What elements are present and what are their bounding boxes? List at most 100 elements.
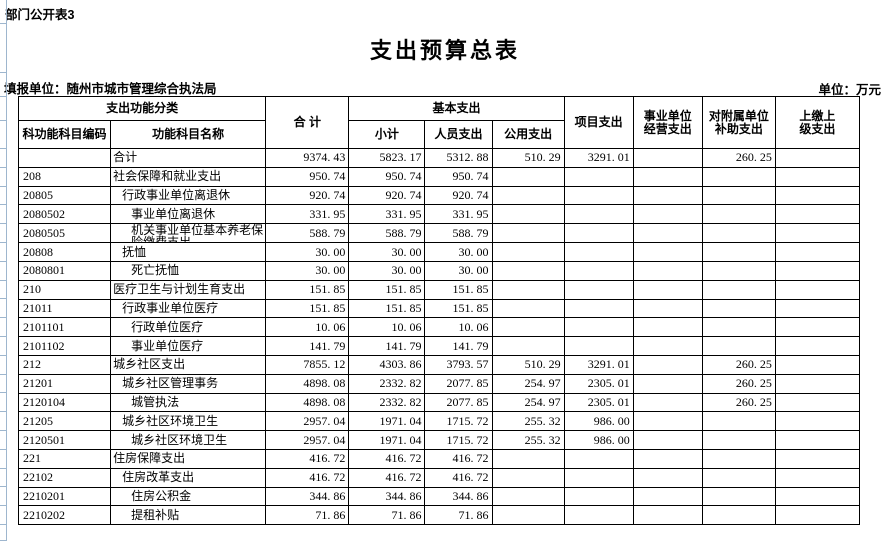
cell-upper[interactable] xyxy=(774,260,861,281)
header-total[interactable]: 合 计 xyxy=(265,96,350,149)
cell-business[interactable] xyxy=(632,242,703,262)
cell-name[interactable]: 行政事业单位离退休 xyxy=(110,185,267,206)
cell-subtotal[interactable]: 1971. 04 xyxy=(348,411,426,432)
cell-business[interactable] xyxy=(632,260,703,281)
cell-name[interactable]: 住房保障支出 xyxy=(110,448,267,469)
cell-public_exp[interactable] xyxy=(491,317,565,338)
cell-personnel[interactable]: 1715. 72 xyxy=(424,411,493,432)
header-public-exp[interactable]: 公用支出 xyxy=(491,120,565,149)
cell-subtotal[interactable]: 588. 79 xyxy=(348,223,426,244)
cell-code[interactable]: 208 xyxy=(17,166,112,187)
cell-subsidy[interactable]: 260. 25 xyxy=(701,354,776,375)
cell-project[interactable] xyxy=(563,279,634,300)
header-project[interactable]: 项目支出 xyxy=(563,96,634,149)
cell-total[interactable]: 2957. 04 xyxy=(265,430,350,450)
cell-code[interactable]: 2120501 xyxy=(17,430,112,450)
cell-public_exp[interactable]: 255. 32 xyxy=(491,411,565,432)
cell-public_exp[interactable]: 255. 32 xyxy=(491,430,565,450)
cell-name[interactable]: 抚恤 xyxy=(110,242,267,262)
cell-public_exp[interactable]: 254. 97 xyxy=(491,373,565,394)
cell-upper[interactable] xyxy=(774,430,861,450)
cell-total[interactable]: 920. 74 xyxy=(265,185,350,206)
cell-total[interactable]: 10. 06 xyxy=(265,317,350,338)
cell-personnel[interactable]: 331. 95 xyxy=(424,204,493,225)
cell-business[interactable] xyxy=(632,185,703,206)
cell-code[interactable]: 21205 xyxy=(17,411,112,432)
cell-subsidy[interactable] xyxy=(701,204,776,225)
cell-subsidy[interactable] xyxy=(701,448,776,469)
cell-name[interactable]: 合计 xyxy=(110,148,267,168)
cell-subtotal[interactable]: 2332. 82 xyxy=(348,373,426,394)
cell-project[interactable] xyxy=(563,298,634,319)
cell-subtotal[interactable]: 30. 00 xyxy=(348,242,426,262)
cell-public_exp[interactable] xyxy=(491,279,565,300)
cell-total[interactable]: 950. 74 xyxy=(265,166,350,187)
cell-upper[interactable] xyxy=(774,336,861,356)
cell-total[interactable]: 588. 79 xyxy=(265,223,350,244)
cell-subtotal[interactable]: 2332. 82 xyxy=(348,392,426,413)
cell-subsidy[interactable] xyxy=(701,486,776,507)
cell-code[interactable]: 22102 xyxy=(17,467,112,488)
cell-name[interactable]: 城乡社区环境卫生 xyxy=(110,411,267,432)
cell-upper[interactable] xyxy=(774,242,861,262)
cell-business[interactable] xyxy=(632,148,703,168)
cell-upper[interactable] xyxy=(774,411,861,432)
cell-name[interactable]: 行政单位医疗 xyxy=(110,317,267,338)
cell-upper[interactable] xyxy=(774,373,861,394)
cell-name[interactable]: 城乡社区环境卫生 xyxy=(110,430,267,450)
cell-name[interactable]: 住房改革支出 xyxy=(110,467,267,488)
cell-personnel[interactable]: 416. 72 xyxy=(424,467,493,488)
cell-project[interactable] xyxy=(563,223,634,244)
cell-subtotal[interactable]: 344. 86 xyxy=(348,486,426,507)
cell-code[interactable]: 20808 xyxy=(17,242,112,262)
cell-personnel[interactable]: 416. 72 xyxy=(424,448,493,469)
cell-subsidy[interactable] xyxy=(701,317,776,338)
cell-name[interactable]: 事业单位离退休 xyxy=(110,204,267,225)
cell-code[interactable]: 2210201 xyxy=(17,486,112,507)
cell-total[interactable]: 344. 86 xyxy=(265,486,350,507)
cell-public_exp[interactable] xyxy=(491,467,565,488)
cell-subtotal[interactable]: 920. 74 xyxy=(348,185,426,206)
header-func-class[interactable]: 支出功能分类 xyxy=(17,96,267,121)
header-name[interactable]: 功能科目名称 xyxy=(110,120,267,149)
cell-total[interactable]: 30. 00 xyxy=(265,260,350,281)
cell-subtotal[interactable]: 71. 86 xyxy=(348,505,426,526)
cell-personnel[interactable]: 71. 86 xyxy=(424,505,493,526)
cell-public_exp[interactable]: 510. 29 xyxy=(491,354,565,375)
cell-upper[interactable] xyxy=(774,317,861,338)
cell-business[interactable] xyxy=(632,279,703,300)
cell-code[interactable]: 2080801 xyxy=(17,260,112,281)
cell-subtotal[interactable]: 950. 74 xyxy=(348,166,426,187)
cell-total[interactable]: 331. 95 xyxy=(265,204,350,225)
cell-subsidy[interactable] xyxy=(701,505,776,526)
cell-public_exp[interactable] xyxy=(491,260,565,281)
cell-personnel[interactable]: 1715. 72 xyxy=(424,430,493,450)
cell-name[interactable]: 事业单位医疗 xyxy=(110,336,267,356)
cell-total[interactable]: 30. 00 xyxy=(265,242,350,262)
cell-subsidy[interactable] xyxy=(701,279,776,300)
header-subsidy[interactable]: 对附属单位 补助支出 xyxy=(701,96,776,149)
cell-project[interactable]: 986. 00 xyxy=(563,411,634,432)
cell-business[interactable] xyxy=(632,392,703,413)
cell-subsidy[interactable] xyxy=(701,223,776,244)
cell-personnel[interactable]: 30. 00 xyxy=(424,242,493,262)
cell-project[interactable]: 3291. 01 xyxy=(563,148,634,168)
cell-personnel[interactable]: 2077. 85 xyxy=(424,373,493,394)
cell-public_exp[interactable] xyxy=(491,204,565,225)
cell-subtotal[interactable]: 416. 72 xyxy=(348,467,426,488)
cell-subtotal[interactable]: 4303. 86 xyxy=(348,354,426,375)
cell-total[interactable]: 71. 86 xyxy=(265,505,350,526)
cell-public_exp[interactable]: 510. 29 xyxy=(491,148,565,168)
cell-public_exp[interactable] xyxy=(491,448,565,469)
cell-code[interactable]: 21201 xyxy=(17,373,112,394)
header-personnel[interactable]: 人员支出 xyxy=(424,120,493,149)
cell-project[interactable]: 2305. 01 xyxy=(563,373,634,394)
cell-name[interactable]: 城乡社区管理事务 xyxy=(110,373,267,394)
cell-code[interactable]: 20805 xyxy=(17,185,112,206)
cell-upper[interactable] xyxy=(774,279,861,300)
cell-public_exp[interactable] xyxy=(491,185,565,206)
cell-subtotal[interactable]: 151. 85 xyxy=(348,298,426,319)
cell-upper[interactable] xyxy=(774,505,861,526)
cell-name[interactable]: 社会保障和就业支出 xyxy=(110,166,267,187)
cell-name[interactable]: 提租补贴 xyxy=(110,505,267,526)
